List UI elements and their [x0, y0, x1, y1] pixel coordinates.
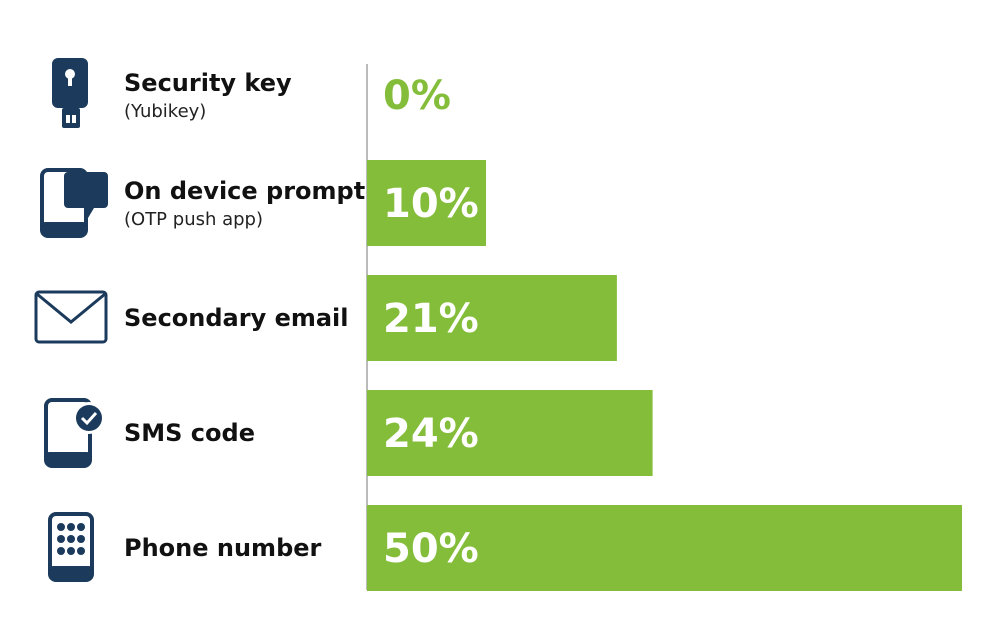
category-sublabel-on-device-prompt: (OTP push app) [124, 209, 263, 230]
value-label-on-device-prompt: 10% [383, 181, 479, 227]
chat-phone-icon [40, 168, 108, 238]
bar-phone-number [367, 505, 962, 591]
category-label-sms-code: SMS code [124, 419, 255, 447]
value-label-security-key: 0% [383, 73, 451, 119]
category-label-security-key: Security key [124, 69, 292, 97]
bars-layer: 0% 10% 21% 24% 50% [367, 73, 962, 591]
envelope-icon [34, 290, 108, 344]
value-label-secondary-email: 21% [383, 296, 479, 342]
category-labels: Security key (Yubikey) On device prompt (OT… [124, 69, 365, 562]
value-label-phone-number: 50% [383, 526, 479, 572]
keypad-phone-icon [48, 512, 94, 582]
category-label-secondary-email: Secondary email [124, 304, 349, 332]
bar-secondary-email [367, 275, 617, 361]
category-label-phone-number: Phone number [124, 534, 322, 562]
bar-on-device-prompt [367, 160, 486, 246]
security-key-icon [52, 58, 88, 128]
bar-sms-code [367, 390, 653, 476]
category-sublabel-security-key: (Yubikey) [124, 101, 206, 122]
icons-layer [34, 58, 108, 582]
category-label-on-device-prompt: On device prompt [124, 177, 365, 205]
value-label-sms-code: 24% [383, 411, 479, 457]
phone-check-icon [44, 398, 105, 468]
